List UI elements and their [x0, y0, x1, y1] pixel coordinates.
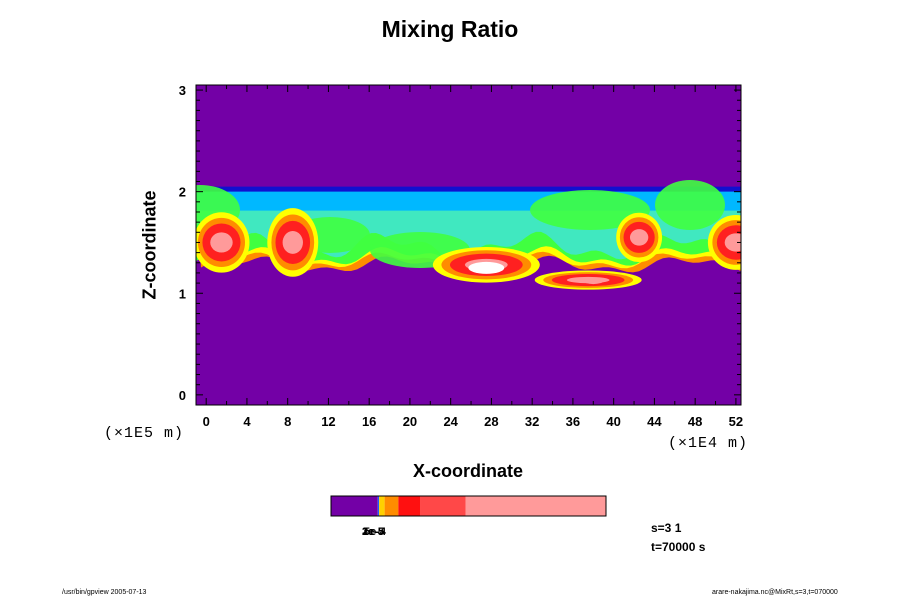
colorbar-segment: [379, 496, 385, 516]
y-axis-label: Z-coordinate: [139, 190, 160, 300]
colorbar-segment: [377, 496, 380, 516]
y-tick-label: 3: [179, 83, 186, 98]
footer-command: /usr/bin/gpview 2005-07-13: [62, 589, 147, 596]
chart-title: Mixing Ratio: [381, 16, 519, 42]
plot-frame: [195, 84, 742, 406]
colorbar-frame: [330, 495, 607, 517]
colorbar-label: 3e-5: [362, 526, 384, 538]
y-axis-unit: (×1E5 m): [104, 425, 185, 442]
colorbar-segment: [398, 496, 421, 516]
info-s-value: s=3 1: [651, 521, 682, 535]
x-tick-label: 52: [729, 414, 743, 429]
x-tick-label: 28: [484, 414, 498, 429]
footer-source: arare-nakajima.nc@MixRt,s=3,t=070000: [712, 589, 838, 596]
x-tick-label: 32: [525, 414, 539, 429]
x-tick-label: 0: [203, 414, 210, 429]
x-tick-label: 24: [443, 414, 458, 429]
y-tick-label: 0: [179, 388, 186, 403]
cell-pink: [724, 233, 741, 252]
x-tick-label: 40: [606, 414, 620, 429]
x-axis-unit: (×1E4 m): [668, 435, 749, 452]
y-tick-label: 1: [179, 286, 186, 301]
green-patch: [655, 180, 725, 230]
x-tick-label: 16: [362, 414, 376, 429]
colorbar-label: 1e-5: [362, 526, 384, 538]
x-tick-label: 8: [284, 414, 291, 429]
cell-pink: [629, 229, 649, 246]
green-patch: [530, 190, 650, 230]
x-axis-label: X-coordinate: [412, 461, 523, 481]
cell-core-white: [468, 261, 505, 274]
plot-area: [196, 85, 741, 405]
colorbar-label: 5e-4: [364, 526, 387, 538]
x-tick-label: 36: [566, 414, 580, 429]
colorbar-segment: [465, 496, 606, 516]
cell-core-pink: [583, 278, 604, 285]
colorbar-segment: [331, 496, 378, 516]
x-tick-label: 4: [243, 414, 251, 429]
colorbar-segment: [384, 496, 399, 516]
x-tick-label: 12: [321, 414, 335, 429]
x-tick-label: 44: [647, 414, 662, 429]
x-tick-label: 48: [688, 414, 702, 429]
info-time: t=70000 s: [651, 540, 706, 554]
cell-pink: [210, 232, 233, 253]
x-tick-label: 20: [403, 414, 417, 429]
colorbar-segment: [420, 496, 466, 516]
y-tick-label: 2: [179, 185, 186, 200]
colorbar-label: 2e-5: [362, 526, 384, 538]
cloud-top-blue: [196, 186, 741, 192]
cell-pink: [282, 231, 303, 254]
